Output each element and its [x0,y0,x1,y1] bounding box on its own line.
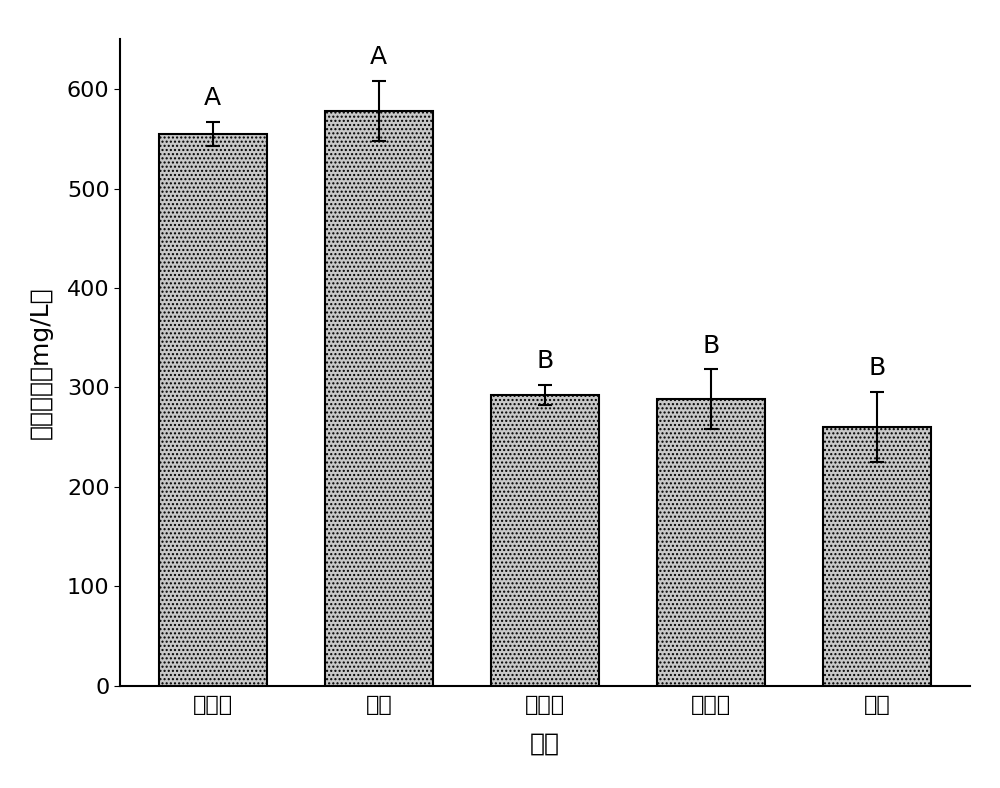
Text: B: B [869,356,886,381]
Text: A: A [370,45,387,69]
Bar [823,427,931,686]
Text: A: A [204,86,221,110]
Bar [657,400,765,686]
Bar [491,396,599,686]
Y-axis label: 洛伐他汀（mg/L）: 洛伐他汀（mg/L） [29,286,53,439]
Text: B: B [703,333,720,358]
Bar [325,111,433,686]
X-axis label: 碳源: 碳源 [530,732,560,756]
Bar [159,134,267,686]
Text: B: B [536,349,554,374]
